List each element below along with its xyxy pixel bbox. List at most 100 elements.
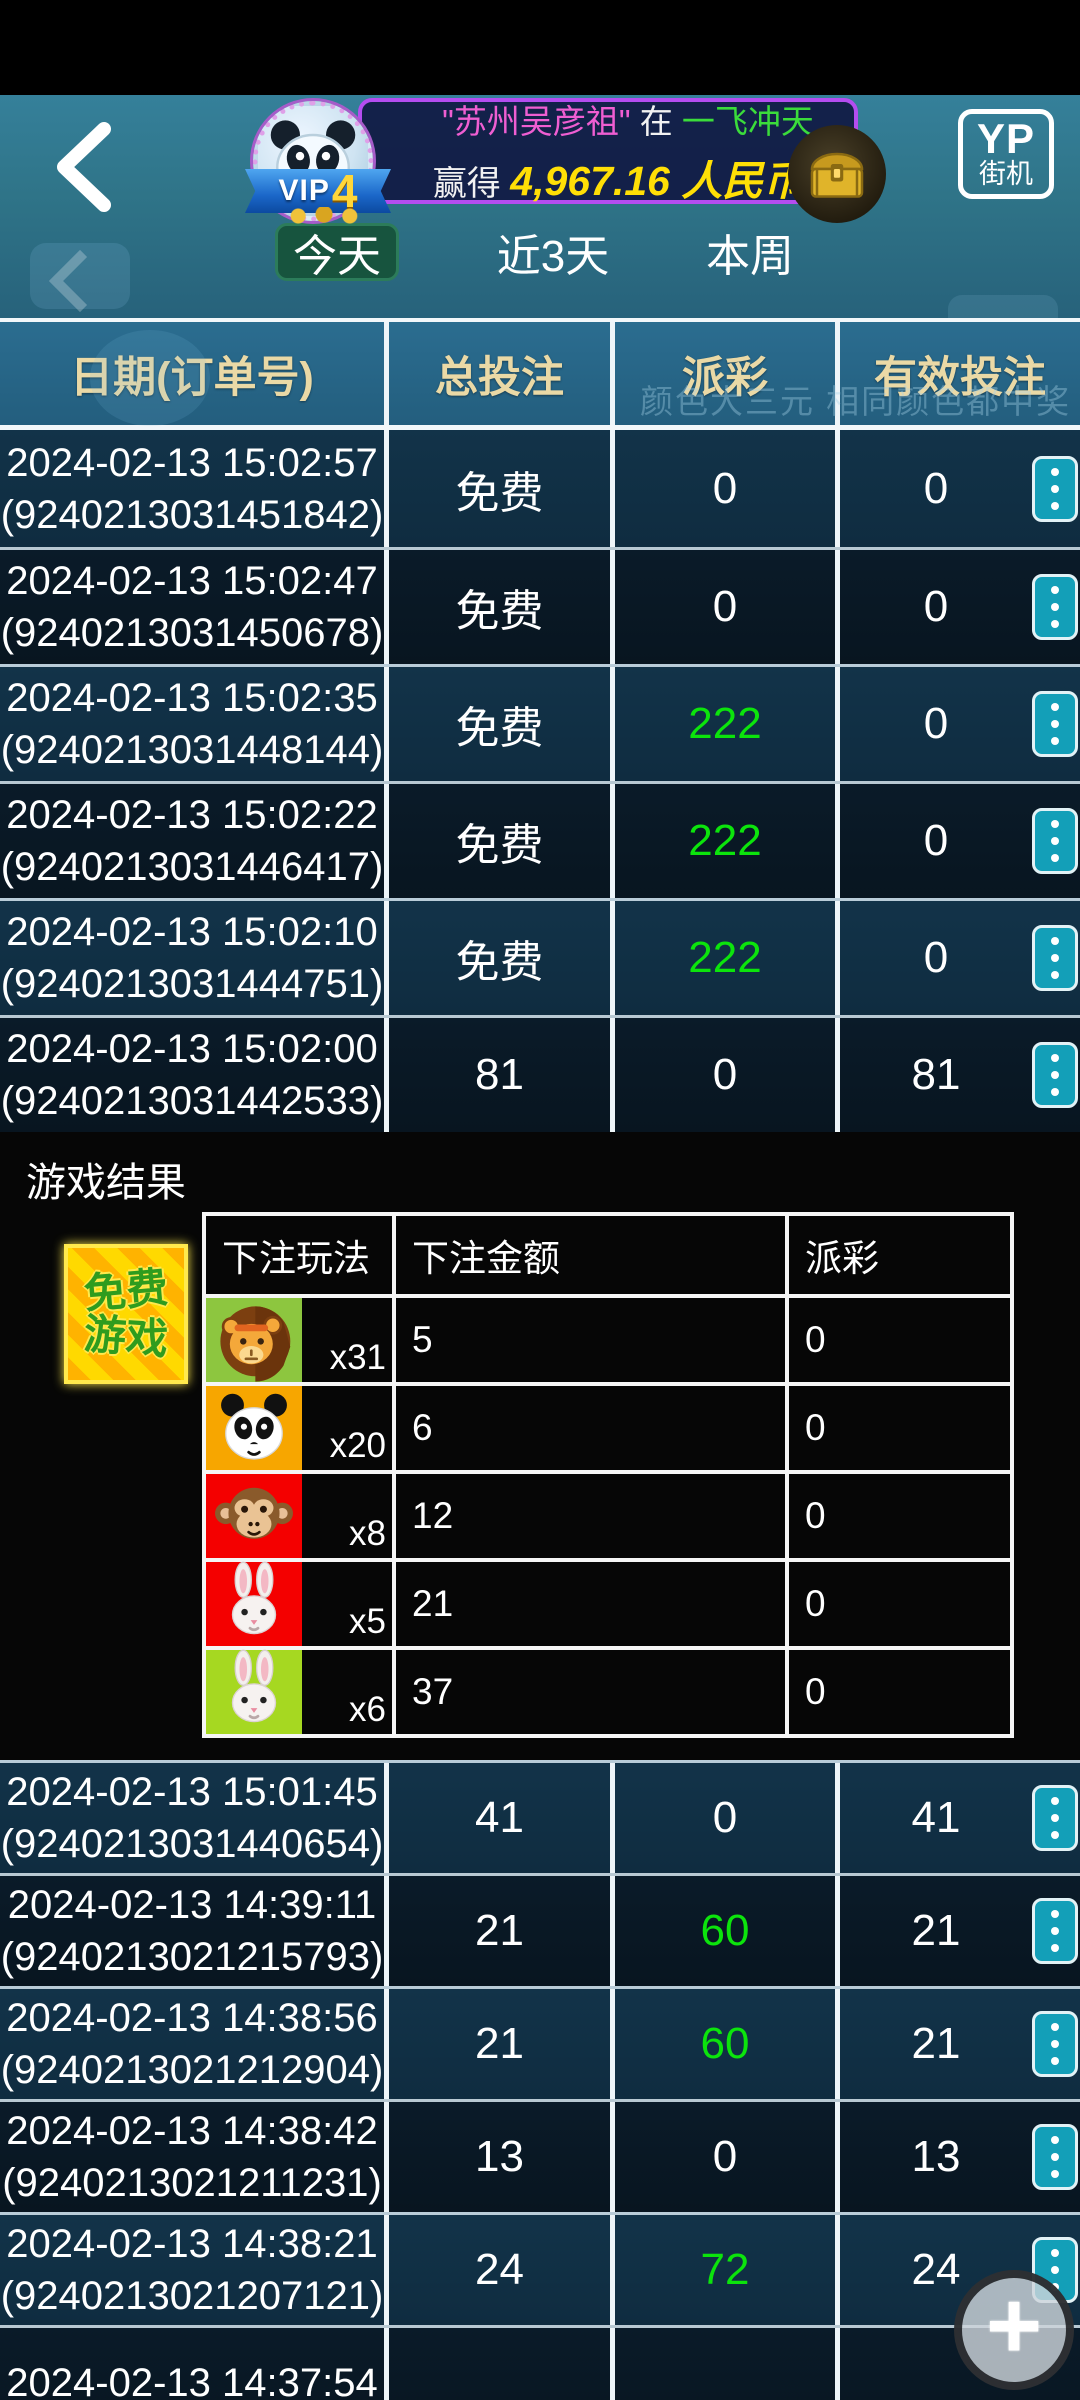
treasure-chest-icon xyxy=(788,125,886,223)
game-result-title: 游戏结果 xyxy=(26,1161,186,1205)
free-game-badge: 免费 游戏 xyxy=(64,1244,188,1384)
tab-last-3-days[interactable]: 近3天 xyxy=(488,223,618,281)
row-valid-bet: 13 xyxy=(835,2102,1080,2212)
logo-text-yp: YP xyxy=(976,115,1036,163)
kebab-dots-icon xyxy=(1051,937,1059,979)
tab-this-week[interactable]: 本周 xyxy=(700,223,800,281)
marquee-win-amount: 4,967.16 人民币 xyxy=(510,158,805,204)
vip-badge: VIP 4 xyxy=(245,169,391,213)
table-row-expanded[interactable]: 2024-02-13 15:02:00 (9240213031442533) 81… xyxy=(0,1015,1080,1132)
marquee-line2: 赢得 4,967.16 人民币 ! xyxy=(433,147,823,207)
table-row[interactable]: 2024-02-13 15:02:57 (9240213031451842) 免费… xyxy=(0,430,1080,547)
history-table-header: 日期(订单号) 总投注 派彩 有效投注 颜色大三元 相同颜色都中奖 xyxy=(0,318,1080,430)
row-actions-button[interactable] xyxy=(1032,574,1078,640)
bet-row: x6 37 0 xyxy=(202,1646,1014,1738)
table-row[interactable]: 2024-02-13 15:02:47 (9240213031450678) 免费… xyxy=(0,547,1080,664)
kebab-dots-icon xyxy=(1051,1797,1059,1839)
table-row[interactable]: 2024-02-13 14:38:56 (9240213021212904) 21… xyxy=(0,1986,1080,2099)
bet-amount: 12 xyxy=(392,1470,789,1562)
row-payout: 0 xyxy=(610,1018,835,1132)
row-payout: 0 xyxy=(610,1763,835,1873)
row-date: 2024-02-13 15:01:45 xyxy=(6,1770,378,1814)
player-avatar-block: VIP 4 xyxy=(245,101,391,281)
row-actions-button[interactable] xyxy=(1032,691,1078,757)
row-total-bet: 免费 xyxy=(384,667,610,781)
tab-today[interactable]: 今天 xyxy=(275,223,399,281)
column-header-date: 日期(订单号) xyxy=(70,353,314,402)
table-row[interactable]: 2024-02-13 15:02:22 (9240213031446417) 免费… xyxy=(0,781,1080,898)
panda-icon xyxy=(221,1393,287,1460)
bet-row: x5 21 0 xyxy=(202,1558,1014,1650)
row-date: 2024-02-13 15:02:35 xyxy=(6,676,378,720)
row-actions-button[interactable] xyxy=(1032,2011,1078,2077)
row-order: (9240213021207121) xyxy=(0,2274,384,2318)
row-payout: 60 xyxy=(610,1876,835,1986)
floating-plus-button[interactable]: + xyxy=(954,2270,1074,2390)
table-row[interactable]: 2024-02-13 14:38:42 (9240213021211231) 13… xyxy=(0,2099,1080,2212)
row-actions-button[interactable] xyxy=(1032,808,1078,874)
row-actions-button[interactable] xyxy=(1032,1898,1078,1964)
row-order: (9240213031444751) xyxy=(0,962,384,1006)
row-payout: 222 xyxy=(610,667,835,781)
bet-multiplier: x31 xyxy=(329,1338,386,1377)
row-order: (9240213031448144) xyxy=(0,728,384,772)
kebab-dots-icon xyxy=(1051,703,1059,745)
row-order: (9240213031451842) xyxy=(0,492,384,537)
table-row[interactable]: 2024-02-13 15:02:10 (9240213031444751) 免费… xyxy=(0,898,1080,1015)
background-ghost-logo xyxy=(90,330,210,426)
bet-payout: 0 xyxy=(785,1646,1014,1738)
kebab-dots-icon xyxy=(1051,1910,1059,1952)
row-order: (9240213031440654) xyxy=(0,1822,384,1866)
bet-row: x31 5 0 xyxy=(202,1294,1014,1386)
row-actions-button[interactable] xyxy=(1032,2124,1078,2190)
row-date: 2024-02-13 14:38:21 xyxy=(6,2222,378,2266)
bet-payout: 0 xyxy=(785,1382,1014,1474)
vip-level: 4 xyxy=(331,165,358,217)
row-valid-bet: 21 xyxy=(835,1876,1080,1986)
row-actions-button[interactable] xyxy=(1032,1042,1078,1108)
table-row[interactable]: 2024-02-13 15:01:45 (9240213031440654) 41… xyxy=(0,1760,1080,1873)
row-actions-button[interactable] xyxy=(1032,455,1078,522)
status-bar xyxy=(0,0,1080,95)
white-rabbit-tile xyxy=(206,1561,302,1646)
row-total-bet: 21 xyxy=(384,1989,610,2099)
background-ghost-back-button xyxy=(30,243,130,309)
table-row[interactable]: 2024-02-13 14:39:11 (9240213021215793) 21… xyxy=(0,1873,1080,1986)
row-payout: 72 xyxy=(610,2215,835,2325)
table-row-partial[interactable]: 2024-02-13 14:37:54 xyxy=(0,2325,1080,2400)
column-header-payout: 派彩 xyxy=(610,322,835,425)
kebab-dots-icon xyxy=(1051,467,1059,510)
bet-column-play: 下注玩法 xyxy=(202,1212,396,1298)
row-valid-bet: 81 xyxy=(835,1018,1080,1132)
history-rows-top: 2024-02-13 15:02:57 (9240213031451842) 免费… xyxy=(0,430,1080,1132)
row-total-bet: 13 xyxy=(384,2102,610,2212)
row-payout: 222 xyxy=(610,901,835,1015)
date-range-tabs: 今天 近3天 本周 xyxy=(0,223,1080,285)
bet-multiplier: x5 xyxy=(349,1602,386,1641)
bet-multiplier: x6 xyxy=(349,1690,386,1729)
row-valid-bet: 0 xyxy=(835,667,1080,781)
row-date: 2024-02-13 15:02:22 xyxy=(6,793,378,837)
row-actions-button[interactable] xyxy=(1032,1785,1078,1851)
table-row[interactable]: 2024-02-13 14:38:21 (9240213021207121) 24… xyxy=(0,2212,1080,2325)
row-payout: 60 xyxy=(610,1989,835,2099)
row-payout xyxy=(610,2328,835,2400)
column-header-total-bet: 总投注 xyxy=(384,322,610,425)
free-badge-line2: 游戏 xyxy=(82,1310,170,1363)
row-valid-bet: 0 xyxy=(835,430,1080,547)
bet-row: x8 12 0 xyxy=(202,1470,1014,1562)
bet-row: x20 6 0 xyxy=(202,1382,1014,1474)
bet-payout: 0 xyxy=(785,1558,1014,1650)
winner-marquee-banner: "苏州吴彦祖" 在 一飞冲天 赢得 4,967.16 人民币 ! xyxy=(358,98,858,204)
row-actions-button[interactable] xyxy=(1032,925,1078,991)
bet-amount: 37 xyxy=(392,1646,789,1738)
row-total-bet: 免费 xyxy=(384,784,610,898)
bet-column-payout: 派彩 xyxy=(785,1212,1014,1298)
row-valid-bet: 21 xyxy=(835,1989,1080,2099)
marquee-connector: 在 xyxy=(639,103,673,140)
table-row[interactable]: 2024-02-13 15:02:35 (9240213031448144) 免费… xyxy=(0,664,1080,781)
back-button[interactable] xyxy=(38,117,128,217)
kebab-dots-icon xyxy=(1051,2023,1059,2065)
row-date: 2024-02-13 15:02:00 xyxy=(6,1027,378,1071)
row-payout: 0 xyxy=(610,2102,835,2212)
